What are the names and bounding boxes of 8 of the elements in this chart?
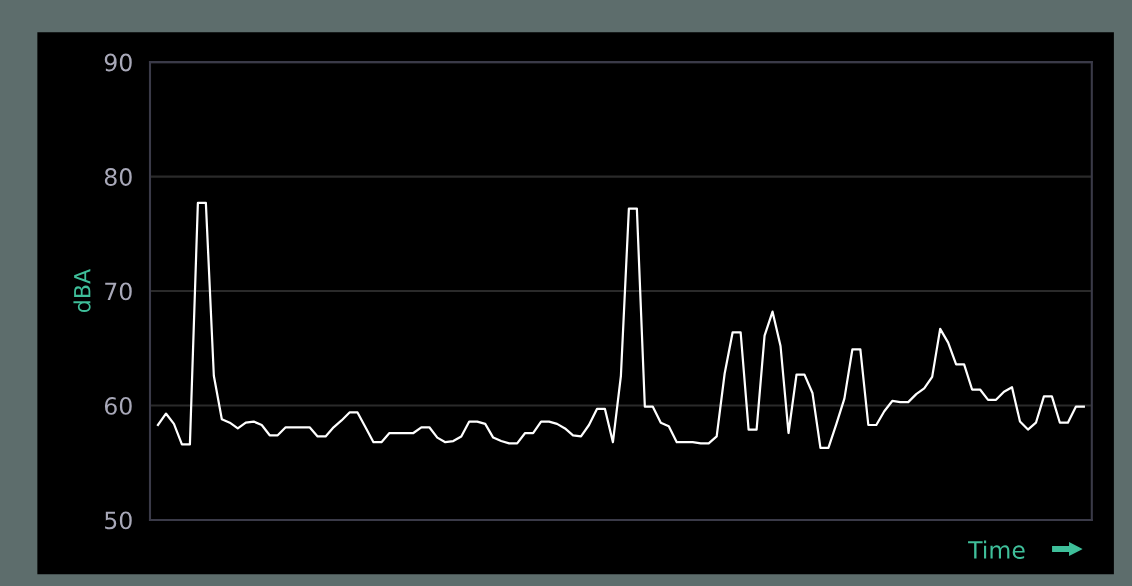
y-tick-label: 90 [104, 53, 132, 72]
y-tick-label: 50 [105, 511, 132, 530]
x-axis-title: Time [968, 540, 1025, 559]
y-tick-label: 60 [104, 396, 132, 415]
y-axis-title: dBA [73, 268, 91, 313]
y-tick-label: 70 [105, 282, 132, 301]
line-series [156, 201, 1085, 450]
y-tick-label: 80 [104, 168, 132, 186]
